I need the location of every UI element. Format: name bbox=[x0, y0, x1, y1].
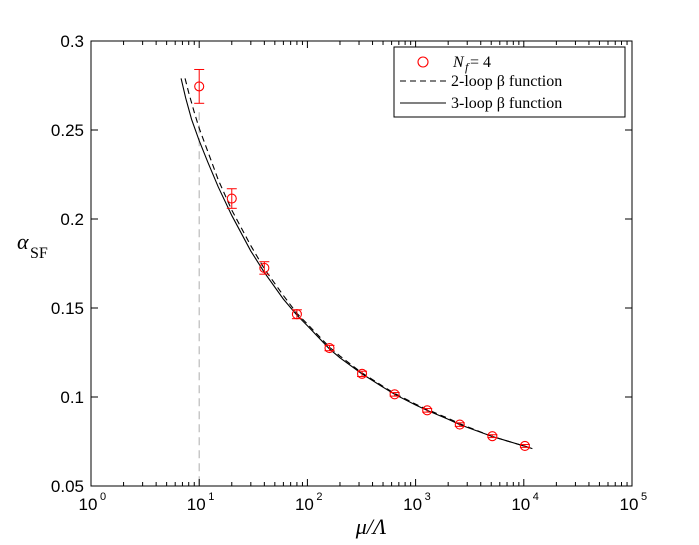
svg-text:f: f bbox=[465, 60, 470, 74]
point-marker bbox=[259, 262, 270, 274]
point-marker bbox=[487, 431, 498, 442]
svg-text:4: 4 bbox=[533, 491, 539, 503]
data-point bbox=[357, 368, 368, 379]
legend-label-2loop: 2-loop β function bbox=[451, 73, 562, 90]
point-marker bbox=[194, 81, 205, 92]
data-point bbox=[389, 389, 400, 400]
x-tick-label: 10 4 bbox=[511, 491, 539, 514]
point-marker bbox=[422, 405, 433, 416]
x-tick-label: 10 2 bbox=[295, 491, 323, 514]
svg-text:10: 10 bbox=[187, 495, 206, 514]
point-marker bbox=[389, 389, 400, 400]
y-tick-label: 0.05 bbox=[51, 477, 84, 496]
x-axis-label: μ/Λ bbox=[355, 514, 387, 539]
svg-text:10: 10 bbox=[79, 495, 98, 514]
point-marker bbox=[226, 193, 237, 204]
x-tick-label: 10 1 bbox=[187, 491, 215, 514]
y-tick-labels: 0.05 0.1 0.15 0.2 0.25 0.3 bbox=[51, 32, 84, 496]
y-tick-label: 0.3 bbox=[60, 32, 84, 51]
y-tick-label: 0.15 bbox=[51, 299, 84, 318]
x-tick-label: 10 5 bbox=[620, 491, 648, 514]
point-marker bbox=[291, 309, 302, 320]
svg-text:3: 3 bbox=[425, 491, 431, 503]
data-point bbox=[324, 342, 335, 354]
svg-text:10: 10 bbox=[620, 495, 639, 514]
curve-3loop bbox=[180, 78, 533, 450]
data-point bbox=[422, 405, 433, 416]
curve-2loop bbox=[184, 78, 533, 450]
plot-frame bbox=[90, 40, 633, 487]
y-tick-label: 0.2 bbox=[60, 210, 84, 229]
data-point bbox=[454, 419, 465, 430]
svg-text:0: 0 bbox=[100, 491, 106, 503]
svg-text:1: 1 bbox=[208, 491, 214, 503]
point-marker bbox=[324, 342, 335, 354]
data-point bbox=[291, 309, 302, 320]
x-tick-labels: 10 0 10 1 10 2 10 3 10 4 10 5 bbox=[79, 491, 648, 514]
svg-text:N: N bbox=[452, 54, 465, 71]
svg-text:= 4: = 4 bbox=[470, 54, 491, 71]
tick-layer bbox=[90, 40, 633, 487]
svg-text:10: 10 bbox=[403, 495, 422, 514]
svg-text:10: 10 bbox=[511, 495, 530, 514]
curve-layer bbox=[180, 78, 533, 450]
point-marker bbox=[454, 419, 465, 430]
legend-marker-nf4 bbox=[417, 56, 429, 68]
y-tick-label: 0.25 bbox=[51, 121, 84, 140]
legend: N f = 4 2-loop β function 3-loop β funct… bbox=[393, 46, 626, 118]
svg-text:2: 2 bbox=[316, 491, 322, 503]
y-axis-label: α SF bbox=[17, 229, 48, 262]
y-axis-label-sub: SF bbox=[30, 245, 48, 262]
point-marker bbox=[357, 368, 368, 379]
x-tick-label: 10 3 bbox=[403, 491, 431, 514]
y-tick-label: 0.1 bbox=[60, 388, 84, 407]
data-point bbox=[259, 261, 270, 275]
data-point bbox=[226, 188, 237, 209]
data-point bbox=[194, 68, 205, 104]
legend-label-nf4: N f = 4 bbox=[452, 54, 491, 74]
data-point bbox=[519, 440, 530, 452]
legend-box bbox=[393, 46, 626, 118]
x-tick-label: 10 0 bbox=[79, 491, 107, 514]
svg-text:5: 5 bbox=[641, 491, 647, 503]
data-points-layer bbox=[194, 68, 530, 452]
point-marker bbox=[519, 440, 530, 452]
svg-text:10: 10 bbox=[295, 495, 314, 514]
legend-label-3loop: 3-loop β function bbox=[451, 95, 562, 112]
data-point bbox=[487, 431, 498, 442]
y-axis-label-main: α bbox=[17, 229, 29, 254]
